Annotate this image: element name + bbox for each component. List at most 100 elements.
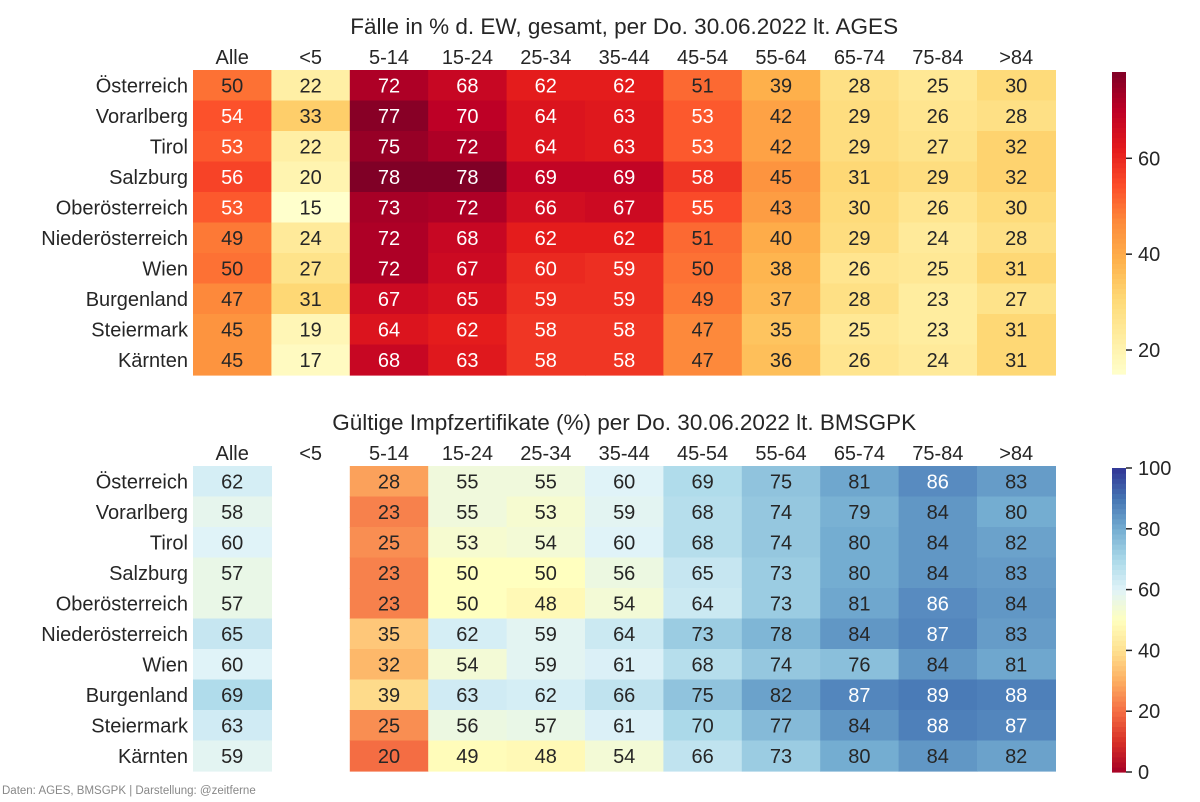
colorbar-segment <box>1112 655 1126 662</box>
cell-value: 19 <box>299 319 321 341</box>
colorbar-segment <box>1112 258 1126 264</box>
heatmap-cell <box>663 344 743 376</box>
heatmap-cell <box>898 649 978 681</box>
heatmap-cell <box>741 466 821 498</box>
column-label-alle: Alle <box>216 47 249 69</box>
cell-value: 27 <box>1005 289 1027 311</box>
cell-value: 55 <box>691 197 713 219</box>
cell-value: 63 <box>613 136 635 158</box>
heatmap-cell <box>977 161 1056 193</box>
heatmap-cell <box>193 100 272 132</box>
heatmap-cell <box>663 679 743 711</box>
heatmap-cell <box>585 710 664 742</box>
cell-value: 23 <box>378 593 400 615</box>
heatmap-cell <box>585 70 664 102</box>
heatmap-cell <box>193 588 272 620</box>
cell-value: 77 <box>378 106 400 128</box>
colorbar-segment <box>1112 665 1126 672</box>
cell-value: 26 <box>848 350 870 372</box>
cell-value: 27 <box>927 136 949 158</box>
colorbar-segment <box>1112 711 1126 717</box>
colorbar-segment <box>1112 172 1126 179</box>
cell-value: 68 <box>691 502 713 524</box>
cell-value: 53 <box>535 502 557 524</box>
heatmap-cell <box>663 740 743 772</box>
cell-value: 31 <box>848 167 870 189</box>
cell-value: 82 <box>1005 532 1027 554</box>
column-label-75-84: 75-84 <box>912 443 963 465</box>
cell-value: 70 <box>456 106 478 128</box>
cell-value: 86 <box>927 471 949 493</box>
cell-value: 58 <box>691 167 713 189</box>
colorbar-tick-label: 20 <box>1138 701 1160 723</box>
colorbar-segment <box>1112 680 1126 687</box>
heatmap-cell <box>898 496 978 528</box>
heatmap-cell <box>428 131 508 163</box>
heatmap-cell <box>977 588 1056 620</box>
colorbar-segment <box>1112 650 1126 657</box>
column-label-45-54: 45-54 <box>677 443 728 465</box>
heatmap-cell <box>663 466 743 498</box>
heatmap-cell <box>663 131 743 163</box>
cell-value: 74 <box>770 532 792 554</box>
colorbar-segment <box>1112 87 1126 93</box>
colorbar-segment <box>1112 358 1126 365</box>
colorbar-segment <box>1112 102 1126 108</box>
heatmap-cell <box>349 679 429 711</box>
colorbar-segment <box>1112 72 1126 78</box>
cell-value: 51 <box>691 228 713 250</box>
heatmap-cell <box>506 100 586 132</box>
cell-value: 80 <box>1005 502 1027 524</box>
cell-value: 23 <box>378 502 400 524</box>
heatmap-cell <box>428 314 508 346</box>
row-label-salzburg: Salzburg <box>109 563 188 585</box>
cell-value: 49 <box>691 289 713 311</box>
cell-value: 24 <box>299 228 321 250</box>
cell-value: 39 <box>770 75 792 97</box>
colorbar-segment <box>1112 323 1126 330</box>
cell-value: 72 <box>378 228 400 250</box>
cell-value: 84 <box>1005 593 1027 615</box>
heatmap-cell <box>741 161 821 193</box>
colorbar-segment <box>1112 670 1126 677</box>
cell-value: 28 <box>848 75 870 97</box>
column-label-alle: Alle <box>216 443 249 465</box>
heatmap-cell <box>271 131 351 163</box>
heatmap-cell <box>585 557 664 589</box>
colorbar-segment <box>1112 298 1126 305</box>
row-label-steiermark: Steiermark <box>91 319 189 341</box>
colorbar-segment <box>1112 132 1126 139</box>
cell-value: 64 <box>535 106 557 128</box>
heatmap-cell <box>193 253 272 285</box>
colorbar-segment <box>1112 97 1126 103</box>
heatmap-cell <box>820 192 900 224</box>
heatmap-cell <box>741 70 821 102</box>
heatmap-cell <box>193 527 272 559</box>
heatmap-cell <box>820 253 900 285</box>
cell-value: 72 <box>456 197 478 219</box>
column-label-15-24: 15-24 <box>442 47 493 69</box>
cell-value: 29 <box>848 228 870 250</box>
heatmap-cell <box>898 679 978 711</box>
cell-value: 59 <box>613 289 635 311</box>
heatmap-cell <box>898 588 978 620</box>
heatmap-cell <box>741 588 821 620</box>
colorbar-segment <box>1112 233 1126 239</box>
colorbar-segment <box>1112 137 1126 144</box>
colorbar-segment <box>1112 207 1126 214</box>
heatmap-cell <box>585 527 664 559</box>
cell-value: 42 <box>770 136 792 158</box>
cell-value: 84 <box>927 563 949 585</box>
heatmap-cell <box>506 131 586 163</box>
colorbar-segment <box>1112 579 1126 586</box>
heatmap-cell <box>428 588 508 620</box>
heatmap-cell <box>663 618 743 650</box>
colorbar-segment <box>1112 182 1126 189</box>
row-label-steiermark: Steiermark <box>91 715 189 737</box>
cell-value: 35 <box>378 624 400 646</box>
heatmap-cell <box>741 710 821 742</box>
heatmap-cell <box>898 70 978 102</box>
heatmap-cell <box>741 649 821 681</box>
cell-value: 62 <box>221 471 243 493</box>
cell-value: 59 <box>535 624 557 646</box>
